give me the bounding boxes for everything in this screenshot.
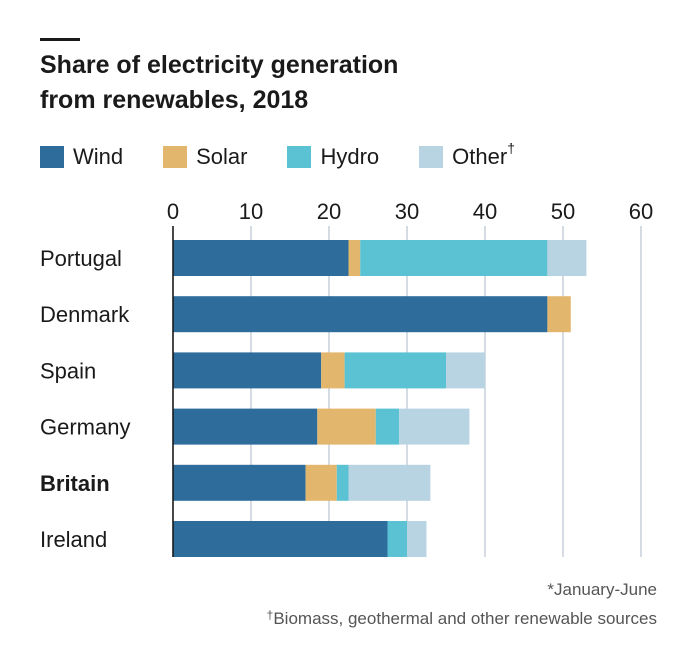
footnote-other: †Biomass, geothermal and other renewable… xyxy=(267,604,657,633)
footnote-period: *January-June xyxy=(547,580,657,599)
bar-ireland-other xyxy=(407,521,427,557)
title-rule xyxy=(40,38,80,41)
legend-label-other-text: Other xyxy=(452,144,508,169)
legend-item-wind: Wind xyxy=(40,144,123,170)
category-label-britain: Britain xyxy=(40,471,110,496)
bar-britain-hydro xyxy=(336,464,349,501)
legend-dagger-mark: † xyxy=(507,140,515,156)
legend-swatch-other xyxy=(419,146,444,168)
footnotes: *January-June †Biomass, geothermal and o… xyxy=(267,575,657,633)
bar-ireland-wind xyxy=(173,521,388,557)
category-label-denmark: Denmark xyxy=(40,302,130,327)
legend-swatch-hydro xyxy=(287,146,312,168)
legend-item-other: Other† xyxy=(419,140,515,170)
bar-denmark-solar xyxy=(547,296,571,333)
bar-spain-hydro xyxy=(344,352,446,389)
legend-label-hydro: Hydro xyxy=(320,144,380,169)
chart-title: Share of electricity generation from ren… xyxy=(40,48,560,118)
x-tick-label-60: 60 xyxy=(629,199,653,224)
bar-portugal-other xyxy=(547,240,587,276)
legend-label-solar: Solar xyxy=(196,144,248,169)
bar-spain-solar xyxy=(321,352,345,389)
bar-spain-wind xyxy=(173,352,322,389)
legend-item-solar: Solar xyxy=(163,144,247,170)
footnote-other-text: Biomass, geothermal and other renewable … xyxy=(273,609,657,628)
bar-portugal-wind xyxy=(173,240,349,276)
x-tick-label-20: 20 xyxy=(317,199,341,224)
bar-germany-other xyxy=(399,408,470,445)
legend-swatch-solar xyxy=(163,146,188,168)
bar-germany-hydro xyxy=(375,408,400,445)
bar-denmark-wind xyxy=(173,296,548,333)
x-tick-label-10: 10 xyxy=(239,199,263,224)
chart-title-line2: from renewables, 2018 xyxy=(40,86,309,114)
bar-britain-other xyxy=(348,464,431,501)
bar-germany-solar xyxy=(317,408,376,445)
footnote-dagger-mark: † xyxy=(266,608,274,622)
legend-label-other: Other† xyxy=(452,140,515,170)
category-label-spain: Spain xyxy=(40,358,96,383)
bar-britain-solar xyxy=(305,464,337,501)
bar-germany-wind xyxy=(173,408,318,445)
legend-item-hydro: Hydro xyxy=(287,144,379,170)
x-tick-label-0: 0 xyxy=(167,199,179,224)
x-tick-label-40: 40 xyxy=(473,199,497,224)
legend: Wind Solar Hydro Other† xyxy=(40,140,555,170)
category-label-ireland: Ireland xyxy=(40,527,107,552)
x-tick-label-30: 30 xyxy=(395,199,419,224)
bar-britain-wind xyxy=(173,464,306,501)
bar-portugal-solar xyxy=(348,240,361,276)
x-tick-label-50: 50 xyxy=(551,199,575,224)
bar-portugal-hydro xyxy=(360,240,548,276)
category-label-germany: Germany xyxy=(40,415,130,440)
bar-ireland-hydro xyxy=(387,521,407,557)
legend-swatch-wind xyxy=(40,146,64,168)
chart-title-line1: Share of electricity generation xyxy=(40,51,399,79)
legend-label-wind: Wind xyxy=(73,144,124,169)
bar-spain-other xyxy=(446,352,485,389)
category-label-portugal: Portugal xyxy=(40,246,122,271)
